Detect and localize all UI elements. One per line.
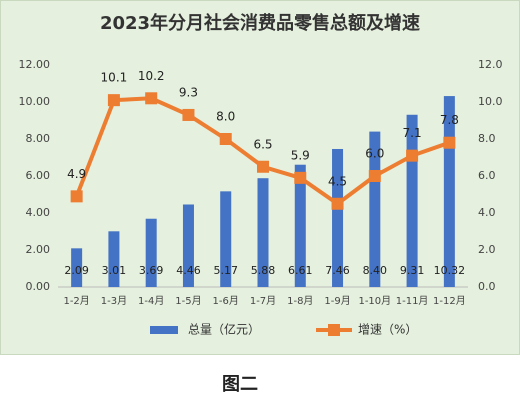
chart-area	[0, 0, 520, 355]
bar-value-label: 8.40	[363, 264, 388, 277]
legend-swatch	[150, 326, 178, 334]
bar-value-label: 3.01	[102, 264, 127, 277]
line-marker	[182, 108, 195, 121]
line-marker	[406, 149, 419, 162]
x-tick-label: 1-12月	[433, 295, 466, 307]
bar	[369, 131, 381, 287]
line-value-label: 9.3	[179, 85, 198, 99]
y2-tick-label: 0.0	[478, 280, 496, 293]
y2-tick-label: 2.0	[478, 243, 496, 256]
line-marker	[443, 136, 456, 149]
line-marker	[368, 170, 381, 182]
bar-value-label: 7.46	[325, 264, 350, 277]
line-value-label: 7.1	[403, 126, 422, 140]
line-marker	[107, 94, 120, 107]
y2-tick-label: 10.0	[478, 95, 503, 108]
x-tick-label: 1-2月	[63, 295, 89, 307]
y-tick-label: 12.00	[19, 58, 51, 71]
line-marker	[257, 160, 269, 173]
line-marker	[219, 133, 232, 145]
x-tick-label: 1-5月	[175, 295, 201, 307]
legend-label: 总量（亿元）	[188, 322, 260, 337]
y-tick-label: 0.00	[26, 280, 51, 293]
line-value-label: 4.5	[328, 174, 347, 188]
bar-value-label: 9.31	[400, 264, 425, 277]
bar	[443, 96, 455, 287]
x-tick-label: 1-10月	[358, 295, 391, 307]
line-marker	[145, 92, 158, 105]
bar	[108, 231, 120, 287]
bar	[257, 178, 269, 287]
bar	[182, 204, 194, 287]
y-tick-label: 4.00	[26, 206, 51, 219]
bar-value-label: 6.61	[288, 264, 313, 277]
x-tick-label: 1-7月	[250, 295, 276, 307]
line-marker	[331, 197, 344, 210]
x-tick-label: 1-6月	[213, 295, 239, 307]
bar-value-label: 3.69	[139, 264, 164, 277]
y-tick-label: 6.00	[26, 169, 51, 182]
x-tick-label: 1-11月	[396, 295, 429, 307]
line-value-label: 7.8	[440, 113, 459, 127]
legend-swatch	[328, 324, 340, 336]
y2-tick-label: 6.0	[478, 169, 496, 182]
bar-value-label: 5.17	[213, 264, 238, 277]
y-tick-label: 10.00	[19, 95, 51, 108]
x-tick-label: 1-9月	[324, 295, 350, 307]
y-tick-label: 8.00	[26, 132, 51, 145]
line-marker	[70, 190, 83, 203]
line-value-label: 10.1	[101, 71, 128, 85]
legend-label: 增速（%）	[358, 323, 417, 337]
bar-value-label: 4.46	[176, 264, 201, 277]
bar-value-label: 5.88	[251, 264, 276, 277]
line-value-label: 4.9	[67, 167, 86, 181]
bar-value-label: 10.32	[434, 264, 466, 277]
line-value-label: 8.0	[216, 110, 235, 124]
y2-tick-label: 4.0	[478, 206, 496, 219]
x-tick-label: 1-4月	[138, 295, 164, 307]
y-tick-label: 2.00	[26, 243, 51, 256]
bar	[145, 218, 157, 287]
bar	[294, 164, 306, 287]
line-value-label: 5.9	[291, 148, 310, 162]
bar	[406, 114, 418, 287]
line-value-label: 10.2	[138, 69, 165, 83]
bar	[332, 148, 344, 287]
y2-tick-label: 8.0	[478, 132, 496, 145]
x-tick-label: 1-8月	[287, 295, 313, 307]
bar-value-label: 2.09	[64, 264, 89, 277]
line-value-label: 6.5	[253, 137, 272, 151]
bar	[71, 248, 83, 287]
x-tick-label: 1-3月	[101, 295, 127, 307]
chart-title: 2023年分月社会消费品零售总额及增速	[100, 12, 420, 34]
line-marker	[294, 171, 307, 184]
y2-tick-label: 12.0	[478, 58, 503, 71]
line-value-label: 6.0	[365, 147, 384, 161]
bar	[220, 191, 232, 287]
caption: 图二	[222, 374, 258, 395]
